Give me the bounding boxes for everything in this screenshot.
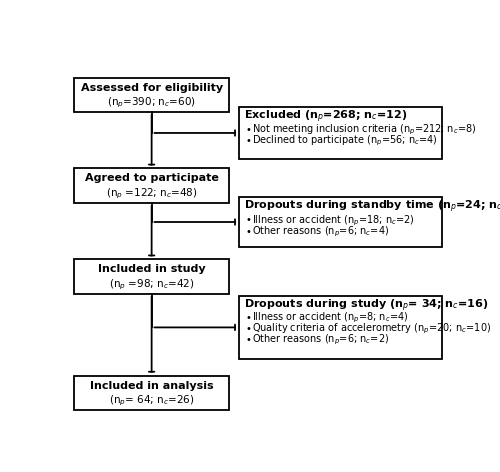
FancyBboxPatch shape [239, 107, 442, 160]
Text: •: • [246, 215, 252, 225]
FancyBboxPatch shape [74, 77, 229, 112]
Text: Illness or accident (n$_p$=8; n$_c$=4): Illness or accident (n$_p$=8; n$_c$=4) [252, 311, 408, 325]
Text: Assessed for eligibility: Assessed for eligibility [80, 83, 223, 93]
Text: •: • [246, 335, 252, 345]
Text: Declined to participate (n$_p$=56; n$_c$=4): Declined to participate (n$_p$=56; n$_c$… [252, 134, 438, 148]
Text: •: • [246, 227, 252, 237]
Text: •: • [246, 324, 252, 334]
Text: Included in study: Included in study [98, 264, 206, 274]
Text: Not meeting inclusion criteria (n$_p$=212; n$_c$=8): Not meeting inclusion criteria (n$_p$=21… [252, 122, 476, 137]
Text: Other reasons (n$_p$=6; n$_c$=4): Other reasons (n$_p$=6; n$_c$=4) [252, 225, 389, 239]
Text: Excluded (n$_p$=268; n$_c$=12): Excluded (n$_p$=268; n$_c$=12) [244, 108, 407, 125]
Text: Illness or accident (n$_p$=18; n$_c$=2): Illness or accident (n$_p$=18; n$_c$=2) [252, 213, 414, 228]
Text: (n$_p$= 64; n$_c$=26): (n$_p$= 64; n$_c$=26) [109, 394, 194, 408]
Text: Quality criteria of accelerometry (n$_p$=20; n$_c$=10): Quality criteria of accelerometry (n$_p$… [252, 321, 491, 336]
FancyBboxPatch shape [239, 197, 442, 246]
Text: Agreed to participate: Agreed to participate [84, 173, 218, 184]
Text: •: • [246, 125, 252, 135]
Text: •: • [246, 136, 252, 146]
Text: Dropouts during standby time (n$_p$=24; n$_c$=6): Dropouts during standby time (n$_p$=24; … [244, 199, 500, 216]
Text: Included in analysis: Included in analysis [90, 380, 214, 390]
FancyBboxPatch shape [74, 376, 229, 410]
Text: (n$_p$ =122; n$_c$=48): (n$_p$ =122; n$_c$=48) [106, 186, 198, 201]
Text: (n$_p$ =98; n$_c$=42): (n$_p$ =98; n$_c$=42) [109, 278, 194, 292]
FancyBboxPatch shape [239, 295, 442, 359]
FancyBboxPatch shape [74, 259, 229, 294]
FancyBboxPatch shape [74, 169, 229, 203]
Text: •: • [246, 313, 252, 323]
Text: Dropouts during study (n$_p$= 34; n$_c$=16): Dropouts during study (n$_p$= 34; n$_c$=… [244, 297, 488, 313]
Text: (n$_p$=390; n$_c$=60): (n$_p$=390; n$_c$=60) [107, 96, 196, 110]
Text: Other reasons (n$_p$=6; n$_c$=2): Other reasons (n$_p$=6; n$_c$=2) [252, 332, 389, 347]
